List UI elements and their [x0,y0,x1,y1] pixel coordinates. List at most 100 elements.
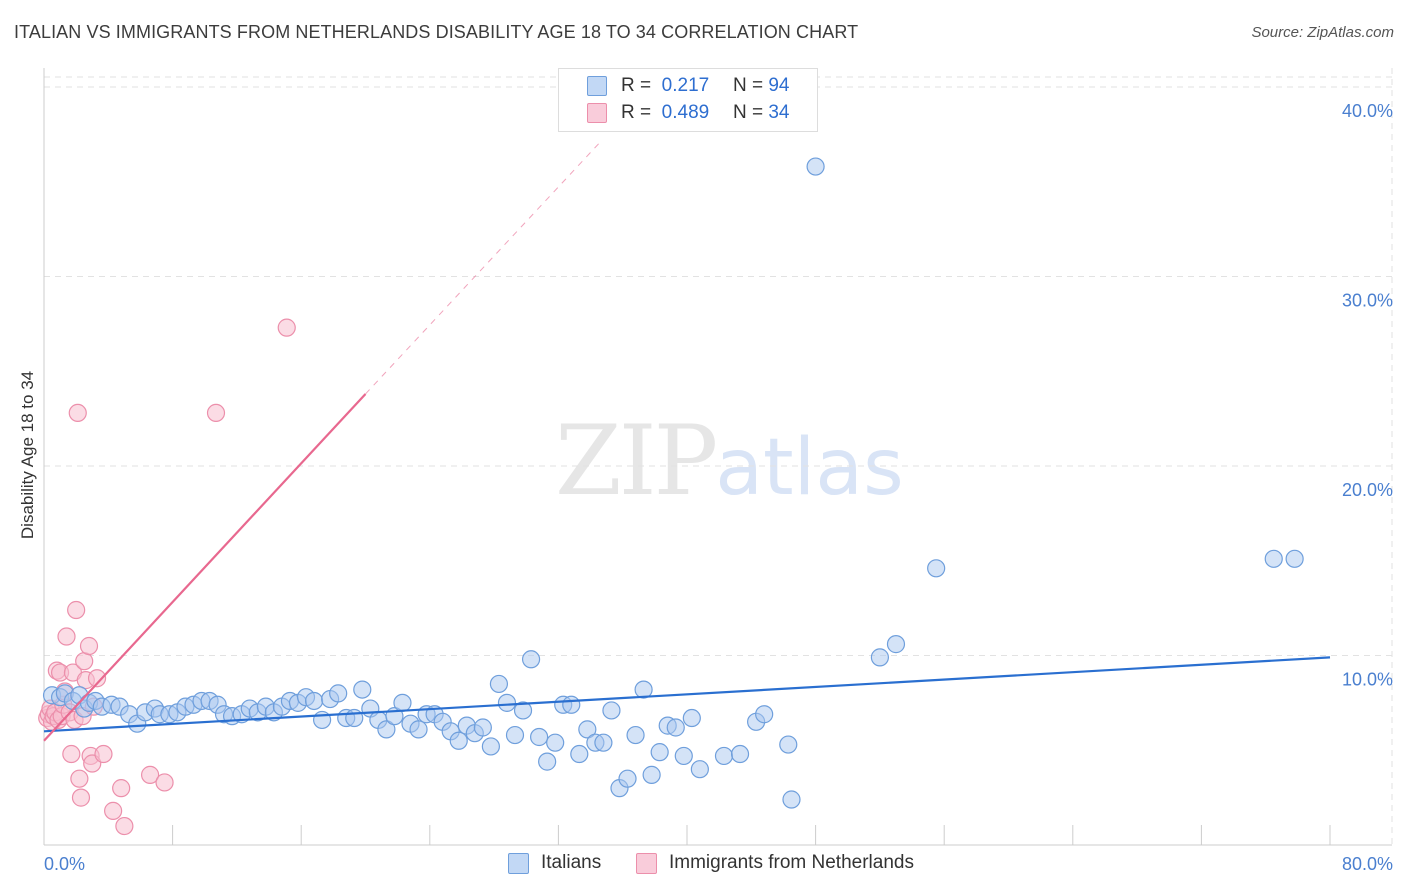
legend-n-value-netherlands: 34 [768,102,790,123]
italians-point [666,718,685,737]
italians-point [570,744,589,764]
italians-point [690,760,709,779]
y-tick-label: 20.0% [1342,480,1393,500]
italians-point [594,733,613,752]
italians-point [782,790,801,809]
netherlands-point [75,652,94,671]
legend-item-italians[interactable]: Italians [508,852,601,874]
netherlands-point [115,816,134,836]
netherlands-point [71,788,91,807]
italians-point [409,720,428,739]
italians-point [329,684,348,703]
legend-n-value-italians: 94 [768,75,790,96]
netherlands-point [67,600,86,620]
y-tick-label: 40.0% [1342,101,1393,121]
legend-r-value-netherlands: 0.489 [661,102,710,123]
legend-swatch-italians [587,76,607,96]
legend-n-label: N = [732,75,764,96]
netherlands-point [68,403,87,423]
italians-point [353,680,372,699]
legend-label-netherlands: Immigrants from Netherlands [669,852,914,873]
watermark: ZIPatlas [555,405,904,517]
italians-point [779,735,798,754]
italians-trend-line [43,656,1331,733]
italians-point [521,650,541,669]
italians-point [730,744,750,764]
italians-point [562,695,581,714]
italians-point [481,737,500,756]
italians-point [489,674,509,694]
italians-point [626,725,645,745]
italians-point [642,765,661,784]
italians-point [546,733,565,752]
netherlands-point [79,636,99,656]
italians-point [449,731,468,750]
netherlands-point [277,318,296,337]
netherlands-point [112,779,131,798]
legend-swatch-italians [508,852,529,874]
italians-point [602,701,621,720]
netherlands-point [57,627,76,646]
axes [43,68,1392,846]
italians-point [634,680,653,699]
watermark-zip: ZIP [555,405,718,517]
italians-point [870,648,890,667]
netherlands-point [70,769,89,788]
netherlands-point [87,669,107,688]
legend-swatch-netherlands [636,852,657,874]
italians-point [927,559,946,578]
italians-point [513,701,533,720]
legend-row-italians: R = 0.217 N = 94 [587,74,789,98]
source-label: Source: ZipAtlas.com [1251,24,1394,41]
legend-n-label: N = [732,102,764,123]
netherlands-point [140,765,160,784]
italians-point [497,693,517,712]
italians-point [714,746,734,766]
netherlands-point [62,744,81,764]
x-tick-label: 0.0% [44,854,85,874]
italians-point [674,746,693,766]
grid-lines [44,68,1393,845]
chart-title: ITALIAN VS IMMIGRANTS FROM NETHERLANDS D… [14,22,859,42]
italians-point [505,725,525,745]
netherlands-point [155,773,174,792]
series-legend: Italians Immigrants from Netherlands [0,852,1406,876]
legend-r-label: R = [621,75,652,96]
italians-point [650,743,669,762]
watermark-atlas: atlas [715,423,904,513]
legend-item-netherlands[interactable]: Immigrants from Netherlands [636,852,914,874]
netherlands-point [104,801,123,820]
italians-point [538,752,557,771]
italians-point [682,708,701,728]
italians-point [304,691,324,711]
italians-point [886,635,906,654]
italians-point [1264,549,1283,568]
legend-r-label: R = [621,102,652,123]
italians-point [806,157,825,176]
legend-row-netherlands: R = 0.489 N = 34 [587,101,789,125]
italians-point [530,727,549,747]
netherlands-trend-line [43,393,367,742]
italians-point [578,720,597,739]
legend-label-italians: Italians [541,852,602,873]
italians-point [618,769,637,788]
legend-swatch-netherlands [587,103,607,123]
x-tick-label: 80.0% [1342,854,1393,874]
y-tick-label: 30.0% [1342,290,1393,310]
series-italians [42,157,1304,809]
trend-lines [43,143,1331,742]
italians-point [1285,549,1304,568]
correlation-legend: R = 0.217 N = 94 R = 0.489 N = 34 [558,68,818,132]
netherlands-point [206,403,226,423]
legend-r-value-italians: 0.217 [661,75,710,96]
netherlands-trend-extension [365,143,599,395]
y-tick-label: 10.0% [1342,669,1393,689]
series-netherlands [38,318,296,836]
italians-point [393,693,412,712]
italians-point [473,718,492,737]
netherlands-point [94,744,113,764]
tick-labels: 10.0% 20.0% 30.0% 40.0% 0.0% 80.0% [44,101,1393,874]
italians-point [377,720,396,739]
italians-point [755,705,774,724]
